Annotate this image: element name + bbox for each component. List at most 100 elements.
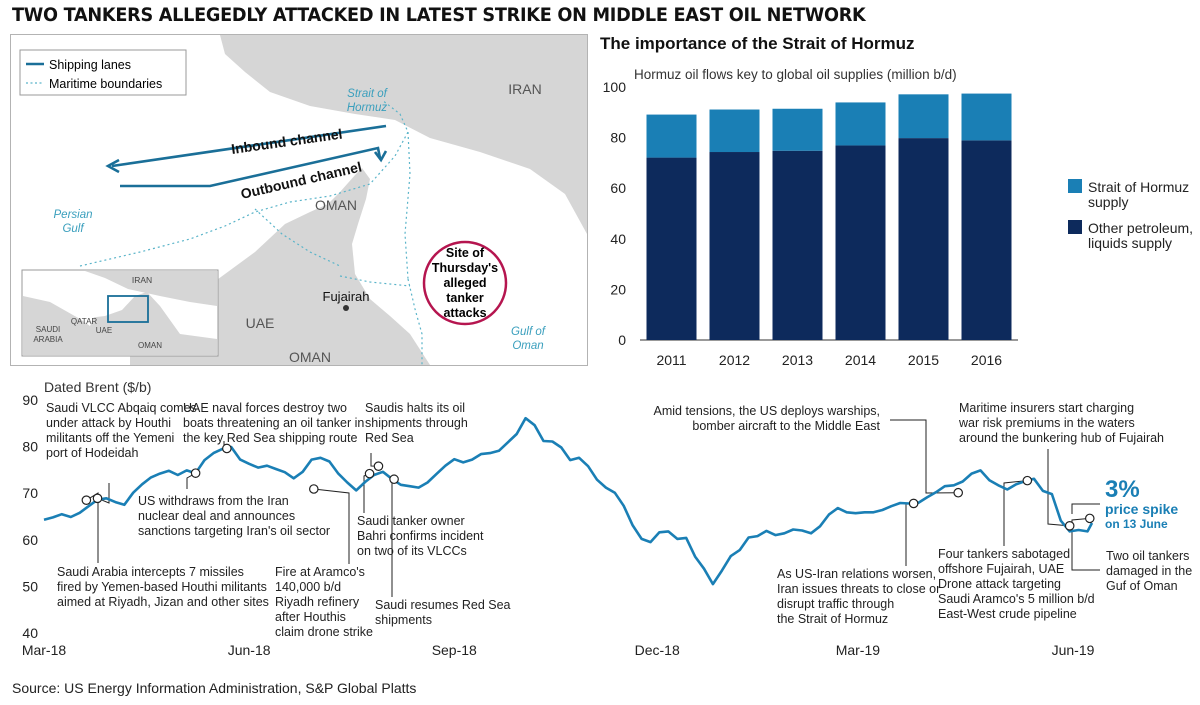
annotation-text-4-2: Riyadh refinery: [275, 595, 360, 609]
annotation-leader-12: [1071, 517, 1100, 571]
brent-price-line: [43, 416, 1094, 586]
label-strait-1: Strait of: [347, 88, 388, 100]
annotation-text-3-2: the key Red Sea shipping route: [183, 431, 357, 445]
annotation-text-0-3: port of Hodeidah: [46, 446, 138, 460]
svg-text:Site of: Site of: [446, 246, 485, 260]
legend-label-0-0: Strait of Hormuz: [1088, 179, 1189, 195]
bar-segment-hormuz-2014: [835, 102, 886, 146]
annotation-marker-3: [222, 443, 232, 454]
callout-line-1: price spike: [1105, 501, 1178, 517]
bar-chart-title: The importance of the Strait of Hormuz: [600, 34, 915, 53]
annotation-text-1-2: aimed at Riyadh, Jizan and other sites: [57, 595, 269, 609]
bar-segment-other-2011: [646, 157, 697, 340]
annotation-text-11-0: Maritime insurers start charging: [959, 401, 1134, 415]
bar-x-tick-label: 2012: [719, 352, 750, 368]
source-note: Source: US Energy Information Administra…: [12, 680, 417, 696]
annotation-text-2-1: nuclear deal and announces: [138, 509, 295, 523]
annotation-text-9-3: the Strait of Hormuz: [777, 612, 888, 626]
line-y-tick-label: 50: [22, 578, 38, 594]
annotation-leader-11: [1047, 449, 1070, 527]
annotation-marker-1: [81, 495, 92, 505]
annotation-text-4-0: Fire at Aramco's: [275, 565, 365, 579]
svg-text:alleged: alleged: [443, 276, 486, 290]
callout-value: 3%: [1105, 476, 1140, 503]
callout-line-2: on 13 June: [1105, 517, 1168, 531]
line-x-tick-label: Mar-18: [22, 642, 67, 658]
brent-line-chart: Dated Brent ($/b) 40 50 60 70 80 90 Mar-18 Jun-…: [22, 379, 1192, 658]
annotation-marker-6: [373, 461, 384, 471]
annotation-text-9-1: Iran issues threats to close or: [777, 582, 940, 596]
label-persian-2: Gulf: [62, 223, 85, 235]
annotation-marker-2: [190, 468, 201, 478]
annotation-text-3-1: boats threatening an oil tanker in: [183, 416, 364, 430]
annotation-text-12-2: Guf of Oman: [1106, 579, 1178, 593]
line-x-tick-label: Jun-19: [1052, 642, 1095, 658]
annotation-text-4-4: claim drone strike: [275, 625, 373, 639]
bar-chart-subtitle: Hormuz oil flows key to global oil suppl…: [634, 67, 957, 82]
bar-x-tick-label: 2014: [845, 352, 876, 368]
annotation-text-6-1: shipments through: [365, 416, 468, 430]
annotation-text-10-1: offshore Fujairah, UAE: [938, 562, 1064, 576]
fujairah-dot: [343, 305, 349, 311]
callout-leader: [1071, 503, 1100, 514]
svg-text:Thursday's: Thursday's: [432, 261, 498, 275]
bar-y-tick-label: 0: [618, 332, 626, 348]
annotation-text-4-1: 140,000 b/d: [275, 580, 341, 594]
bar-segment-hormuz-2015: [898, 94, 949, 139]
annotation-text-4-3: after Houthis: [275, 610, 346, 624]
annotation-text-6-2: Red Sea: [365, 431, 414, 445]
label-persian-1: Persian: [54, 209, 93, 221]
annotation-text-11-1: war risk premiums in the waters: [958, 416, 1135, 430]
annotation-text-5-0: Saudi tanker owner: [357, 514, 465, 528]
label-fujairah: Fujairah: [323, 289, 370, 304]
annotation-text-9-2: disrupt traffic through: [777, 597, 894, 611]
price-spike-callout: 3% price spike on 13 June: [1105, 476, 1178, 531]
label-oman-south: OMAN: [289, 349, 331, 365]
bar-y-tick-label: 100: [603, 79, 627, 95]
svg-text:IRAN: IRAN: [132, 275, 152, 285]
svg-text:tanker: tanker: [446, 291, 484, 305]
svg-text:SAUDI: SAUDI: [36, 325, 60, 334]
bar-y-axis: 0 20 40 60 80 100: [603, 79, 1018, 348]
map-panel: Shipping lanes Maritime boundaries IRAN …: [10, 34, 588, 366]
annotation-text-12-1: damaged in the: [1106, 564, 1192, 578]
annotation-marker-11: [1064, 521, 1075, 531]
annotation-leader-8: [890, 419, 959, 494]
annotation-marker-9: [908, 498, 919, 509]
annotation-leader-10: [1003, 480, 1028, 546]
line-x-tick-label: Mar-19: [836, 642, 881, 658]
annotation-text-2-0: US withdraws from the Iran: [138, 494, 289, 508]
annotation-text-3-0: UAE naval forces destroy two: [183, 401, 347, 415]
line-x-tick-label: Sep-18: [432, 642, 477, 658]
bar-segment-other-2012: [709, 152, 760, 340]
headline: TWO TANKERS ALLEGEDLY ATTACKED IN LATEST…: [12, 4, 866, 26]
annotation-markers: [81, 443, 1095, 531]
label-strait-2: Hormuz: [347, 102, 388, 114]
line-y-tick-label: 70: [22, 485, 38, 501]
annotation-text-5-1: Bahri confirms incident: [357, 529, 484, 543]
annotation-text-11-2: around the bunkering hub of Fujairah: [959, 431, 1164, 445]
bar-y-tick-label: 60: [610, 180, 626, 196]
bar-x-labels: 2011 2012 2013 2014 2015 2016: [656, 352, 1002, 368]
svg-text:QATAR: QATAR: [71, 317, 98, 326]
bar-y-tick-label: 40: [610, 231, 626, 247]
legend-label-0-1: supply: [1088, 194, 1128, 210]
inset-map: IRAN QATAR UAE SAUDI ARABIA OMAN: [21, 269, 219, 357]
legend-label-1-0: Other petroleum,: [1088, 220, 1193, 236]
shipping-lanes: [105, 124, 388, 188]
bar-x-tick-label: 2016: [971, 352, 1002, 368]
annotation-marker-7: [389, 474, 399, 485]
bar-x-tick-label: 2011: [656, 352, 686, 368]
svg-text:attacks: attacks: [443, 306, 486, 320]
svg-text:ARABIA: ARABIA: [33, 335, 63, 344]
annotation-text-10-4: East-West crude pipeline: [938, 607, 1077, 621]
bar-y-tick-label: 80: [610, 130, 626, 146]
annotation-marker-5: [364, 468, 375, 479]
line-x-tick-label: Dec-18: [635, 642, 680, 658]
bar-segment-hormuz-2012: [709, 109, 760, 153]
annotation-marker-10: [1022, 475, 1033, 486]
annotation-text-7-0: Saudi resumes Red Sea: [375, 598, 511, 612]
legend-swatch-0: [1068, 179, 1082, 193]
iran-land: [220, 35, 587, 234]
